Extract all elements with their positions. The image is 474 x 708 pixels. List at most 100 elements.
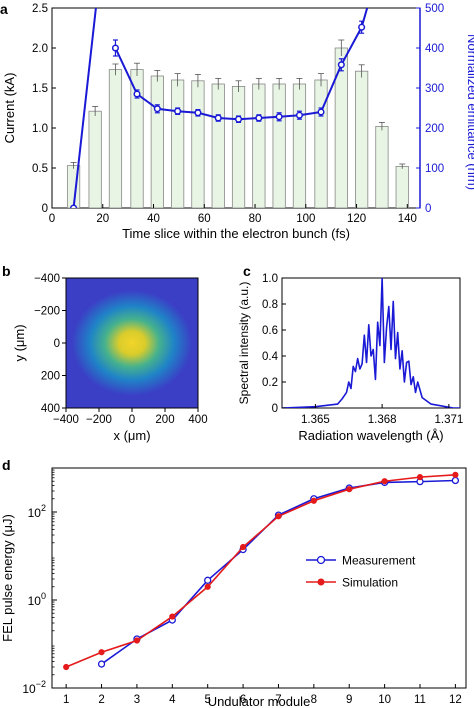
emittance-point (214, 114, 222, 122)
current-bar (395, 165, 409, 208)
chart-c-y-ticks: 0 0.2 0.4 0.6 0.8 1.0 (262, 273, 286, 415)
y-tick-label: 200 (41, 371, 60, 383)
chart-b-xlabel: x (μm) (113, 428, 150, 443)
measurement-point (97, 660, 106, 668)
y-tick-exponent: 0 (41, 591, 46, 601)
emittance-point (194, 109, 202, 117)
chart-d-ylabel: FEL pulse energy (μJ) (0, 514, 15, 642)
y-tick-label: 400 (41, 403, 60, 415)
chart-d-legend: Measurement Simulation (306, 554, 416, 590)
x-tick-label: 6 (240, 694, 246, 706)
chart-c: 1.365 1.368 1.371 0 0.2 0.4 0.6 0.8 1.0 Radiati… (237, 273, 463, 443)
chart-a-ylabel: Current (kA) (2, 73, 17, 144)
chart-d-frame (51, 467, 467, 689)
current-bar (211, 83, 225, 208)
legend-label: Measurement (342, 554, 416, 568)
chart-b-ylabel: y (μm) (12, 324, 27, 361)
simulation-point (169, 613, 176, 620)
x-tick-label: 1.365 (301, 414, 330, 426)
y2-tick-label: 300 (425, 83, 444, 95)
chart-a-y-ticks: 0 0.5 1.0 1.5 2.0 2.5 (32, 3, 56, 215)
chart-b-beam-spot (71, 290, 193, 396)
emittance-point (153, 105, 161, 113)
emittance-point (337, 61, 345, 69)
current-bar (355, 70, 369, 208)
chart-d-series (63, 471, 460, 671)
y-tick-label: 0.5 (32, 163, 48, 175)
y2-tick-label: 400 (425, 43, 444, 55)
x-tick-label: 7 (275, 694, 281, 706)
simulation-point (416, 474, 424, 481)
x-tick-label: 8 (311, 694, 317, 706)
emittance-point (234, 115, 243, 123)
chart-a-y2label: Normalized emittance (nm) (465, 34, 474, 190)
x-tick-label: 140 (398, 213, 417, 225)
y2-tick-label: 500 (425, 3, 444, 15)
chart-b-y-ticks: −400 −200 0 200 400 (34, 273, 66, 415)
y-tick-label: 2.0 (32, 43, 48, 55)
simulation-point (133, 637, 141, 644)
emittance-point (70, 204, 78, 208)
chart-c-x-ticks: 1.365 1.368 1.371 (301, 404, 463, 426)
x-tick-label: 120 (347, 213, 366, 225)
legend-label: Simulation (342, 576, 398, 590)
y2-tick-label: 200 (425, 123, 444, 135)
x-tick-label: 2 (98, 694, 104, 706)
x-tick-label: −200 (86, 414, 112, 426)
x-tick-label: 20 (96, 213, 109, 225)
chart-c-ylabel: Spectral intensity (a.u.) (237, 282, 251, 405)
x-tick-label: −400 (53, 414, 79, 426)
y-tick-label: 10−2 (22, 679, 46, 696)
simulation-point (452, 471, 459, 478)
chart-c-spectrum (282, 278, 460, 408)
chart-c-frame (281, 277, 461, 409)
simulation-point (275, 513, 282, 520)
simulation-point (310, 497, 317, 504)
x-tick-label: 60 (198, 213, 211, 225)
chart-a-x-ticks: 0 20 40 60 80 100 120 140 (49, 204, 417, 225)
panel-label-b: b (2, 263, 11, 279)
x-tick-label: 1.368 (368, 414, 397, 426)
y-tick-label: 2.5 (32, 3, 48, 15)
x-tick-label: 9 (346, 694, 352, 706)
current-bar (88, 110, 102, 208)
y-tick-base: 10 (22, 682, 36, 696)
y-tick-label: 0.2 (262, 377, 278, 389)
simulation-point (346, 486, 353, 493)
current-bar (314, 79, 328, 208)
y-tick-base: 10 (28, 594, 42, 608)
x-tick-label: 3 (134, 694, 140, 706)
series-line (101, 479, 456, 665)
simulation-point (204, 583, 211, 590)
emittance-point (358, 23, 366, 31)
panel-label-c: c (243, 263, 251, 279)
legend-marker (317, 578, 325, 586)
emittance-point (133, 90, 141, 98)
y-tick-label: 0.8 (262, 299, 278, 311)
y-tick-exponent: 2 (41, 503, 46, 513)
simulation-point (98, 649, 105, 656)
chart-d-xlabel: Undulator module (208, 694, 311, 708)
y-tick-label: 102 (28, 503, 46, 520)
y-tick-label: 0 (42, 203, 48, 215)
spectrum-line (282, 278, 460, 408)
y2-tick-label: 100 (425, 163, 444, 175)
x-tick-label: 80 (249, 213, 262, 225)
current-bar (292, 83, 307, 208)
chart-d-x-ticks: 1 2 3 4 5 6 7 8 9 10 11 12 (63, 684, 462, 706)
simulation-point (239, 543, 247, 551)
x-tick-label: 1 (63, 694, 69, 706)
y2-tick-label: 0 (425, 203, 431, 215)
x-tick-label: 11 (414, 694, 426, 706)
simulation-point (63, 663, 70, 671)
x-tick-label: 10 (378, 694, 391, 706)
x-tick-label: 12 (449, 694, 462, 706)
panel-label-a: a (0, 1, 8, 17)
emittance-point (275, 113, 283, 121)
measurement-point (204, 576, 212, 584)
emittance-point (111, 44, 119, 52)
y-tick-label: 0.4 (262, 351, 279, 363)
